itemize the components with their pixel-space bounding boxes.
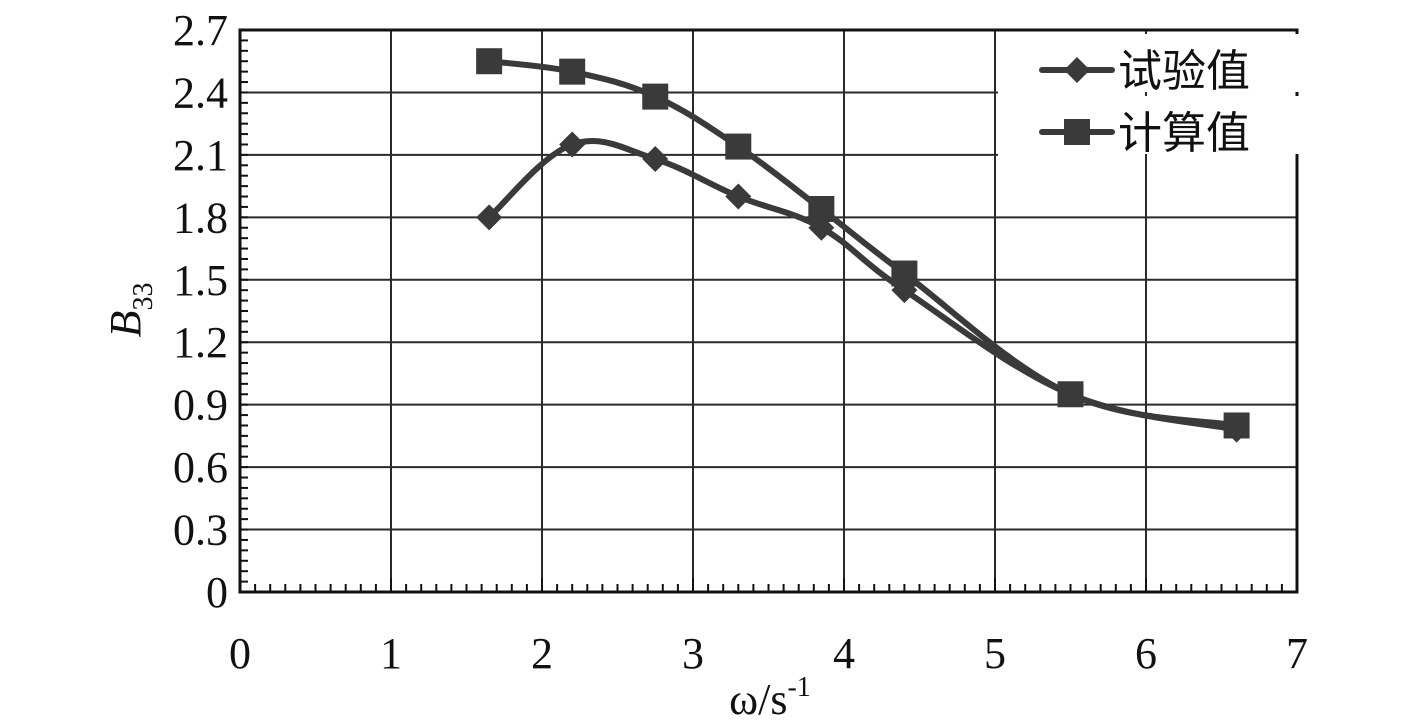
- data-point-square: [725, 133, 752, 160]
- axes: 0 0.3 0.6 0.9 1.2 1.5 1.8 2.1 2.4 2.7 0 1 2 3 4 5 6 7: [173, 6, 1308, 678]
- data-point-diamond: [725, 183, 752, 210]
- x-tick-label: 5: [984, 629, 1006, 678]
- x-tick-label: 3: [682, 629, 704, 678]
- legend-background: [1010, 96, 1300, 154]
- data-point-square: [891, 260, 918, 287]
- y-tick-label: 2.4: [173, 68, 228, 117]
- y-axis-title: B33: [101, 283, 159, 338]
- legend-marker-diamond: [1064, 57, 1090, 83]
- x-tick-label: 6: [1135, 629, 1157, 678]
- data-point-diamond: [476, 204, 503, 231]
- data-point-square: [808, 196, 835, 223]
- legend-item: 试验值: [1010, 34, 1300, 97]
- x-tick-label: 2: [531, 629, 553, 678]
- data-point-square: [559, 58, 586, 85]
- y-tick-label: 1.2: [173, 318, 228, 367]
- y-tick-label: 1.8: [173, 193, 228, 242]
- series-experimental: [476, 131, 1250, 443]
- legend-label: 试验值: [1118, 46, 1250, 97]
- y-tick-label: 0.9: [173, 381, 228, 430]
- legend-background: [1010, 34, 1300, 92]
- data-point-square: [476, 48, 503, 75]
- x-tick-label: 4: [833, 629, 855, 678]
- data-point-square: [1223, 412, 1250, 439]
- legend-item: 计算值: [1010, 96, 1300, 159]
- y-tick-label: 2.7: [173, 6, 228, 55]
- legend-marker-square: [1064, 119, 1090, 145]
- series-line: [486, 138, 1240, 433]
- y-tick-label: 1.5: [173, 256, 228, 305]
- data-point-square: [642, 83, 669, 110]
- series-group: [476, 48, 1250, 443]
- x-tick-label: 0: [229, 629, 251, 678]
- grid: [240, 30, 1297, 592]
- data-point-square: [1057, 381, 1084, 408]
- y-tick-label: 0: [206, 568, 228, 617]
- x-tick-label: 7: [1286, 629, 1308, 678]
- data-point-diamond: [559, 131, 586, 158]
- y-tick-label: 0.3: [173, 506, 228, 555]
- y-tick-label: 0.6: [173, 443, 228, 492]
- y-tick-label: 2.1: [173, 131, 228, 180]
- x-axis-title: ω/s-1: [729, 672, 811, 722]
- x-tick-label: 1: [380, 629, 402, 678]
- legend-label: 计算值: [1118, 108, 1250, 159]
- data-point-diamond: [642, 146, 669, 173]
- series-calculated: [476, 48, 1250, 439]
